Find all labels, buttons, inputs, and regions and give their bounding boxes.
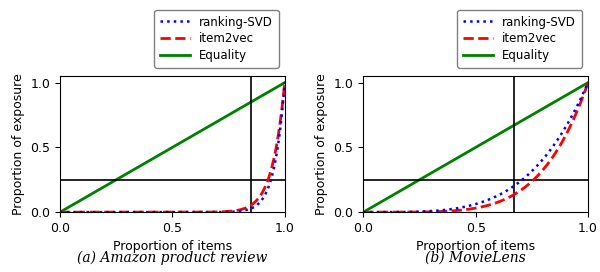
item2vec (458, 208, 466, 212)
Equality (147, 158, 154, 161)
Equality (360, 211, 367, 214)
Legend: ranking-SVD, item2vec, Equality: ranking-SVD, item2vec, Equality (154, 10, 279, 67)
Legend: ranking-SVD, item2vec, Equality: ranking-SVD, item2vec, Equality (457, 10, 582, 67)
item2vec (539, 169, 546, 172)
ranking-SVD (211, 211, 218, 214)
Line: ranking-SVD: ranking-SVD (364, 83, 588, 212)
item2vec (281, 81, 288, 84)
Equality (539, 107, 546, 110)
ranking-SVD (458, 206, 466, 209)
Equality (383, 197, 390, 200)
item2vec (155, 211, 163, 214)
Equality (232, 110, 239, 113)
ranking-SVD (539, 158, 546, 161)
Equality (535, 110, 542, 113)
Equality (155, 153, 163, 157)
ranking-SVD (451, 207, 458, 210)
Line: Equality: Equality (60, 83, 284, 212)
item2vec (147, 211, 154, 214)
Line: ranking-SVD: ranking-SVD (60, 83, 284, 212)
Text: (b) MovieLens: (b) MovieLens (425, 250, 526, 264)
ranking-SVD (281, 81, 288, 84)
ranking-SVD (155, 211, 163, 214)
item2vec (211, 210, 218, 214)
item2vec (236, 208, 243, 212)
ranking-SVD (147, 211, 154, 214)
ranking-SVD (79, 211, 86, 214)
item2vec (535, 173, 542, 177)
item2vec (56, 211, 64, 214)
ranking-SVD (383, 211, 390, 214)
Equality (584, 81, 592, 84)
Equality (514, 122, 521, 125)
X-axis label: Proportion of items: Proportion of items (113, 240, 232, 254)
ranking-SVD (56, 211, 64, 214)
item2vec (451, 209, 458, 212)
Equality (56, 211, 64, 214)
Line: item2vec: item2vec (60, 83, 284, 212)
ranking-SVD (535, 163, 542, 166)
Line: Equality: Equality (364, 83, 588, 212)
item2vec (584, 81, 592, 84)
ranking-SVD (584, 81, 592, 84)
Text: (a) Amazon product review: (a) Amazon product review (77, 250, 268, 265)
Y-axis label: Proportion of exposure: Proportion of exposure (12, 73, 25, 215)
Equality (79, 197, 86, 200)
Equality (281, 81, 288, 84)
Equality (211, 122, 218, 125)
item2vec (383, 211, 390, 214)
ranking-SVD (514, 182, 521, 185)
Equality (236, 107, 243, 110)
Line: item2vec: item2vec (364, 83, 588, 212)
X-axis label: Proportion of items: Proportion of items (416, 240, 535, 254)
ranking-SVD (232, 210, 239, 213)
Equality (451, 158, 458, 161)
ranking-SVD (236, 210, 243, 213)
item2vec (79, 211, 86, 214)
item2vec (360, 211, 367, 214)
Y-axis label: Proportion of exposure: Proportion of exposure (315, 73, 328, 215)
item2vec (514, 191, 521, 194)
item2vec (232, 209, 239, 212)
ranking-SVD (360, 211, 367, 214)
Equality (458, 153, 466, 157)
